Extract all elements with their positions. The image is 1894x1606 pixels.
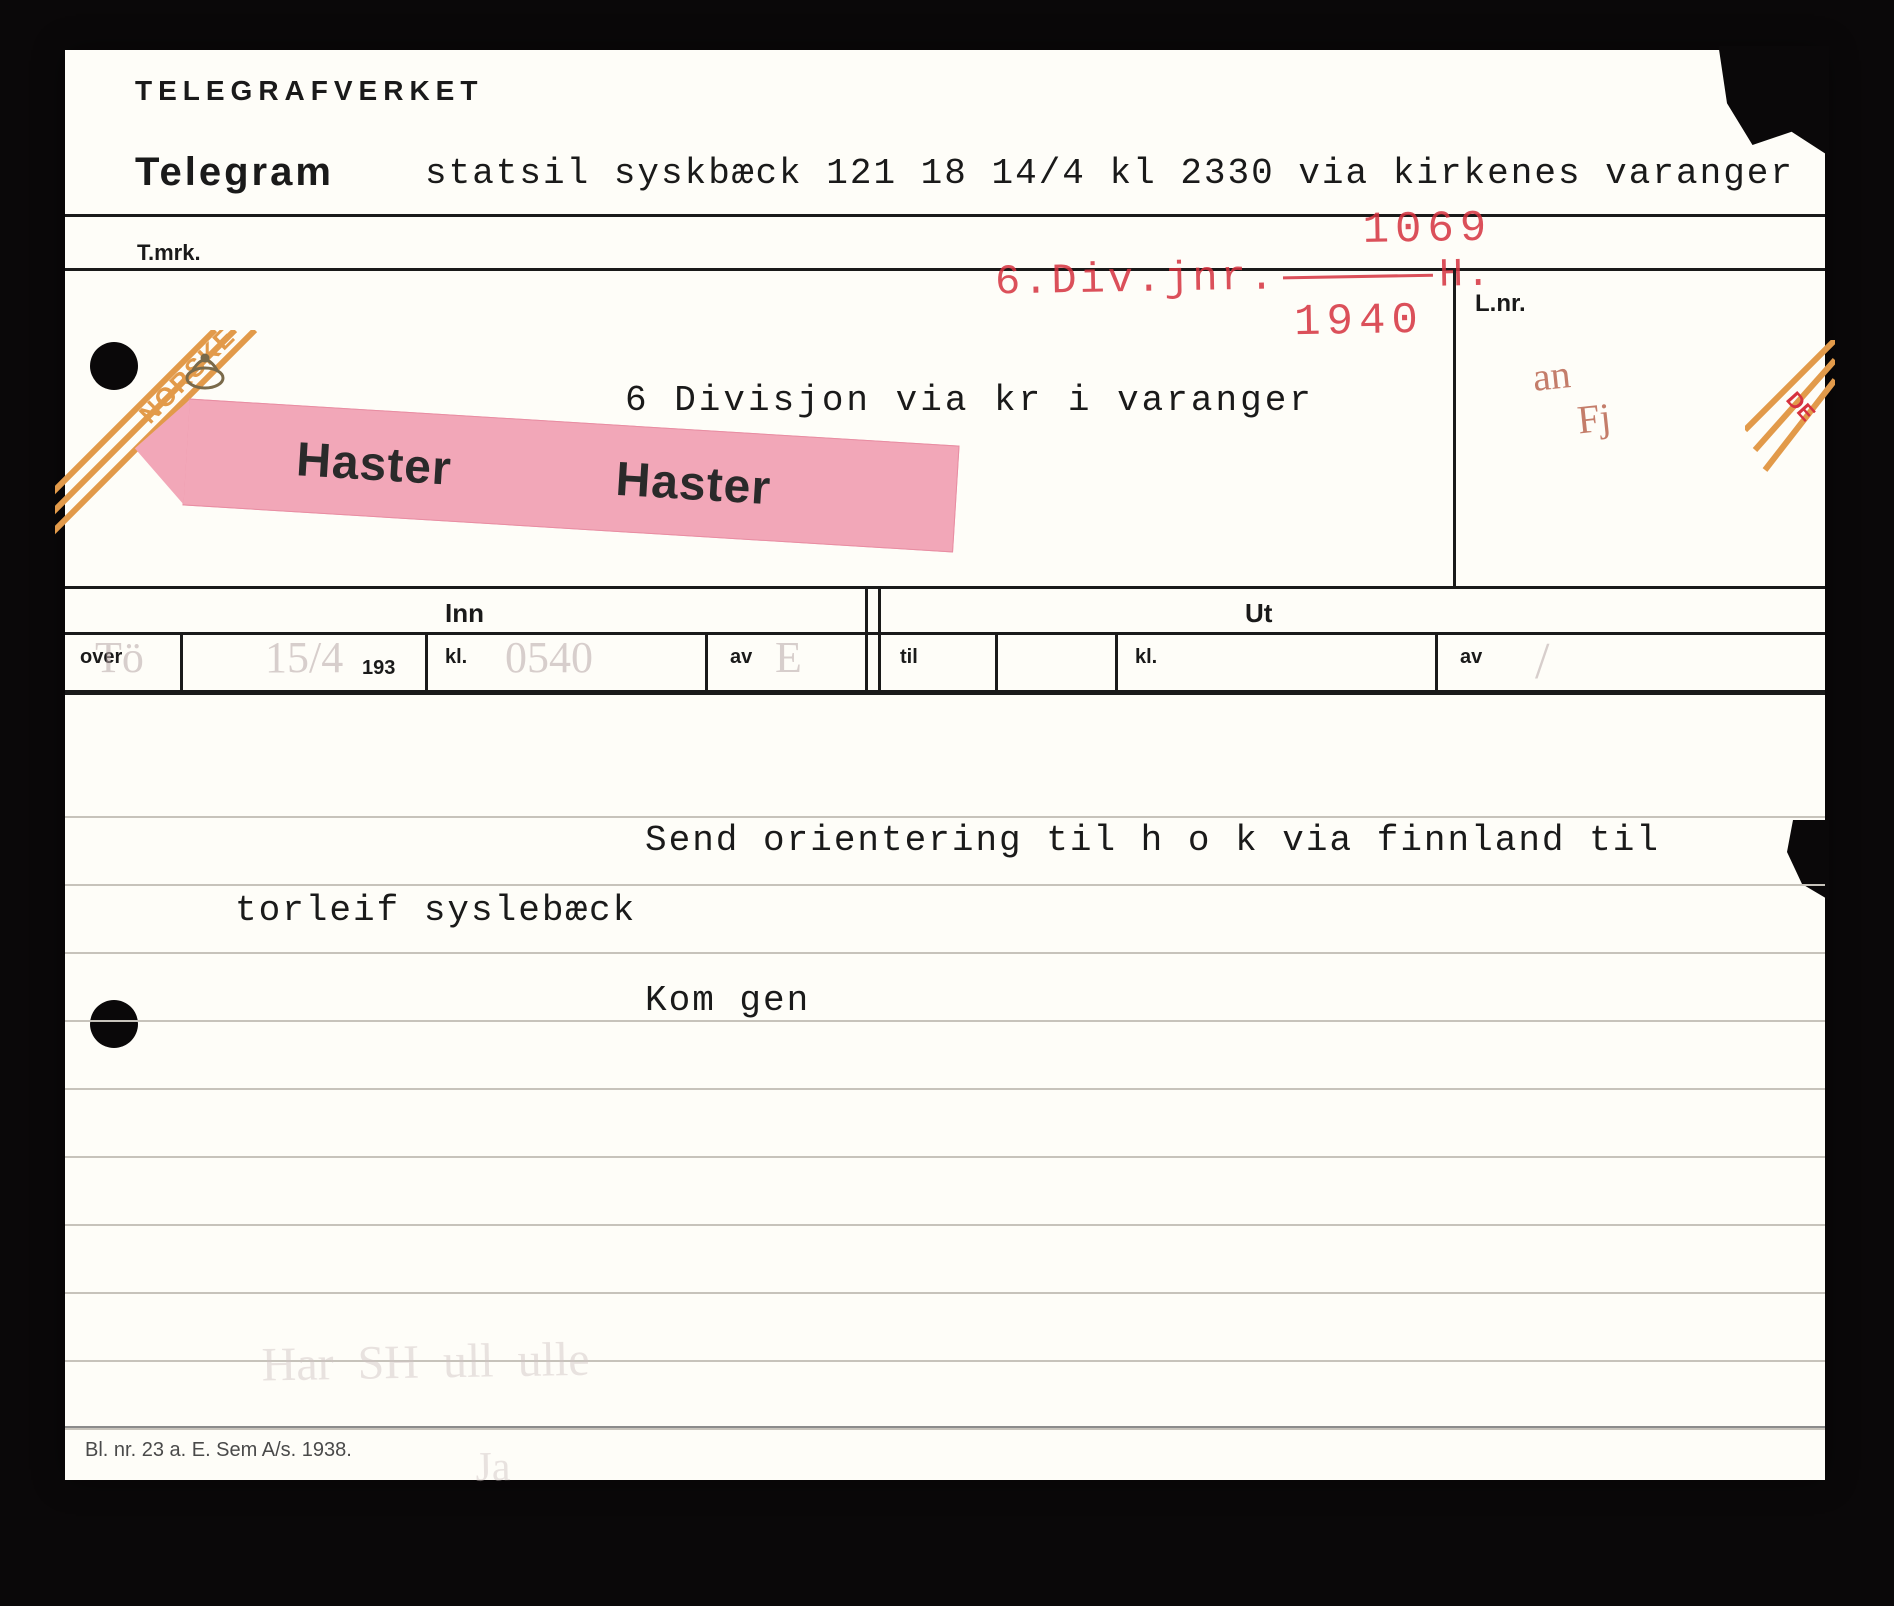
pencil-over: Tö <box>95 632 144 683</box>
initials-line-1: an <box>1530 351 1572 400</box>
footer-rule <box>65 1426 1825 1428</box>
col-av-2: av <box>1460 646 1482 669</box>
telegram-form: TELEGRAFVERKET Telegram statsil syskbæck… <box>65 50 1825 1480</box>
message-line-2: torleif syslebæck <box>235 890 636 931</box>
lnr-label: L.nr. <box>1475 290 1526 318</box>
handwritten-initials: an Fj <box>1530 346 1613 447</box>
haster-label: Haster <box>295 432 453 496</box>
stamp-top-number: 1069 <box>1362 204 1492 256</box>
telegram-label: Telegram <box>135 150 334 195</box>
message-line-3: Kom gen <box>645 980 810 1021</box>
message-line-1: Send orientering til h o k via finnland … <box>645 820 1660 861</box>
pencil-note-line-1: Har SH ull ulle <box>261 1333 590 1392</box>
torn-corner <box>1659 46 1829 156</box>
punch-hole <box>90 342 138 390</box>
ut-section-label: Ut <box>1245 598 1272 629</box>
svg-text:DE: DE <box>1781 387 1820 426</box>
form-footer: Bl. nr. 23 a. E. Sem A/s. 1938. <box>85 1439 352 1462</box>
stamp-bottom-number: 1940 <box>1294 296 1424 348</box>
col-av: av <box>730 646 752 669</box>
seal-fragment-icon: DE <box>1745 340 1835 560</box>
pencil-slash: / <box>1535 632 1549 691</box>
pencil-date: 15/4 <box>265 632 343 683</box>
col-divider <box>425 632 428 690</box>
registry-stamp: 1069 6.Div.jnr.H. 1940 <box>994 206 1494 352</box>
col-divider <box>1115 632 1118 690</box>
col-divider <box>705 632 708 690</box>
col-divider <box>995 632 998 690</box>
col-divider <box>180 632 183 690</box>
pencil-av: E <box>775 632 802 683</box>
rule <box>65 214 1825 217</box>
routing-line: statsil syskbæck 121 18 14/4 kl 2330 via… <box>425 153 1794 194</box>
stamp-fraction-bar <box>1283 274 1433 280</box>
in-section-label: Inn <box>445 598 484 629</box>
column-divider <box>1453 268 1456 586</box>
stamp-prefix: 6.Div.jnr. <box>995 254 1278 307</box>
tmrk-label: T.mrk. <box>137 240 201 266</box>
table-rule <box>65 586 1825 589</box>
pencil-note-line-2: Ja <box>475 1442 592 1492</box>
initials-line-2: Fj <box>1575 393 1613 443</box>
haster-sticker: Haster Haster <box>182 399 959 553</box>
year-prefix-193: 193 <box>362 657 395 680</box>
addressee-line: 6 Divisjon via kr i varanger <box>625 380 1314 421</box>
table-rule <box>65 690 1825 695</box>
col-divider <box>1435 632 1438 690</box>
agency-name: TELEGRAFVERKET <box>135 75 483 107</box>
col-kl: kl. <box>445 646 467 669</box>
col-til: til <box>900 646 918 669</box>
col-kl-2: kl. <box>1135 646 1157 669</box>
rule <box>65 268 1825 271</box>
pencil-kl: 0540 <box>505 632 593 683</box>
col-divider-double <box>865 586 881 690</box>
haster-label: Haster <box>614 452 772 516</box>
